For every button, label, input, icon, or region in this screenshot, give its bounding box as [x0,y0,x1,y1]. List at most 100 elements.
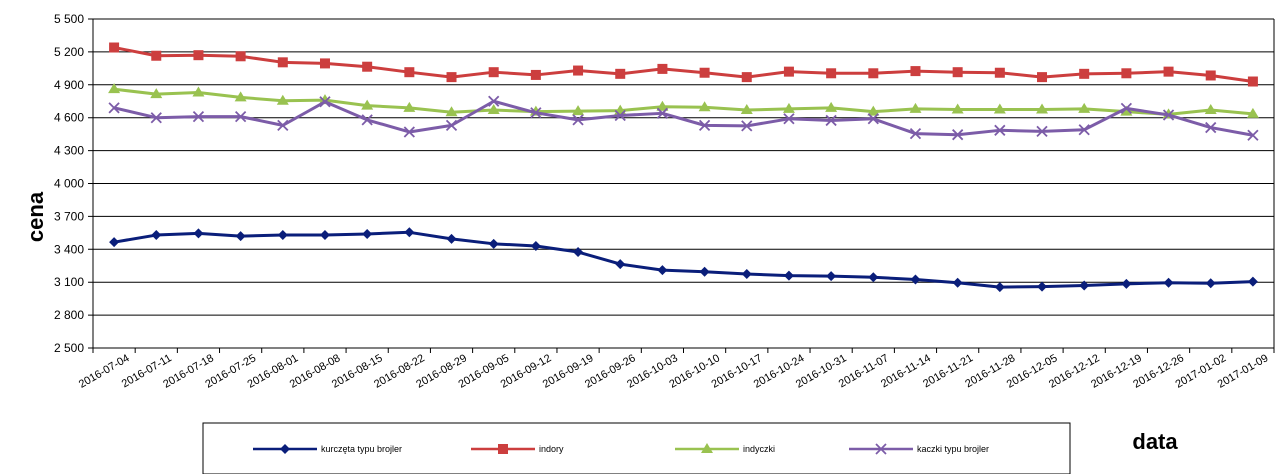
legend: kurczęta typu brojler indory indyczki kaczk… [202,422,1071,474]
data-point [1247,76,1258,87]
data-point [1205,278,1216,289]
y-tick-label: 5 200 [54,45,84,59]
data-point [1163,66,1174,77]
y-tick-labels: 2 500 2 800 3 100 3 400 3 700 4 000 4 300 4 600… [54,12,84,355]
data-point [280,444,290,454]
series-line [108,95,1259,141]
data-point [910,66,921,77]
data-point [1120,102,1133,115]
series-path [113,87,1254,116]
data-point [698,119,711,132]
data-point [404,227,415,238]
data-point [488,67,499,78]
data-point [1247,276,1258,287]
data-point [826,68,837,79]
data-point [875,443,887,455]
data-point [782,102,795,113]
data-point [1204,104,1217,115]
data-point [656,107,669,119]
data-point [909,102,922,113]
data-point [403,101,416,112]
gridlines [88,18,1274,349]
data-point [994,67,1005,78]
data-point [698,101,711,112]
data-point [151,230,162,241]
data-point [783,66,794,77]
series-line [109,42,1258,87]
data-point [362,228,373,239]
data-point [1121,278,1132,289]
data-point [1163,277,1174,288]
data-point [235,51,246,62]
data-point [277,119,289,132]
x-axis-title: data [1132,429,1178,454]
y-tick-label: 5 500 [54,12,84,26]
data-point [319,96,331,108]
data-point [277,57,288,68]
data-point [1205,70,1216,81]
data-point [993,103,1006,114]
series-line [108,83,1259,119]
data-point [108,83,121,94]
data-point [108,102,120,114]
data-point [657,265,668,276]
data-point [825,101,838,112]
data-point [361,114,373,126]
data-point [783,113,795,125]
legend-item: indory [471,444,564,454]
data-point [572,114,584,126]
series-path [113,99,1254,137]
data-point [1037,281,1048,292]
data-point [741,268,752,279]
data-point [951,103,964,114]
data-point [234,110,247,123]
data-point [192,110,205,123]
data-point [1079,280,1090,291]
data-point [867,105,880,116]
y-tick-label: 3 700 [54,209,84,223]
data-point [741,72,752,83]
data-point [1247,129,1259,141]
legend-label: indyczki [743,444,775,454]
data-point [446,72,457,83]
y-axis-title: cena [23,191,48,242]
y-tick-label: 2 500 [54,341,84,355]
data-point [656,100,669,111]
data-point [319,58,330,69]
data-point [783,270,794,281]
data-point [572,105,585,116]
data-point [952,67,963,78]
legend-label: kaczki typu brojler [917,444,989,454]
data-point [362,61,373,72]
x-tick-labels: 2016-07-042016-07-112016-07-182016-07-25… [77,352,1271,391]
series-path [113,46,1254,83]
data-point [615,259,626,270]
data-point [573,247,584,258]
data-point [615,68,626,79]
data-point [1078,102,1091,113]
data-point [952,129,964,141]
legend-item: indyczki [675,443,775,454]
data-point [1036,125,1048,138]
data-point [487,104,500,115]
legend-label: kurczęta typu brojler [321,444,402,454]
data-point [277,230,288,241]
series-path [113,230,1253,289]
data-point [403,126,415,138]
data-point [994,124,1006,136]
data-point [276,94,289,105]
data-point [909,127,922,140]
y-tick-label: 4 000 [54,177,84,191]
data-point [193,228,204,239]
data-point [868,68,879,79]
series-line [109,227,1258,293]
data-point [868,272,879,283]
data-point [109,42,120,53]
data-point [994,282,1005,293]
data-point [361,99,374,110]
data-point [151,50,162,61]
y-tick-label: 2 800 [54,308,84,322]
y-tick-label: 4 600 [54,111,84,125]
data-point [150,112,162,124]
